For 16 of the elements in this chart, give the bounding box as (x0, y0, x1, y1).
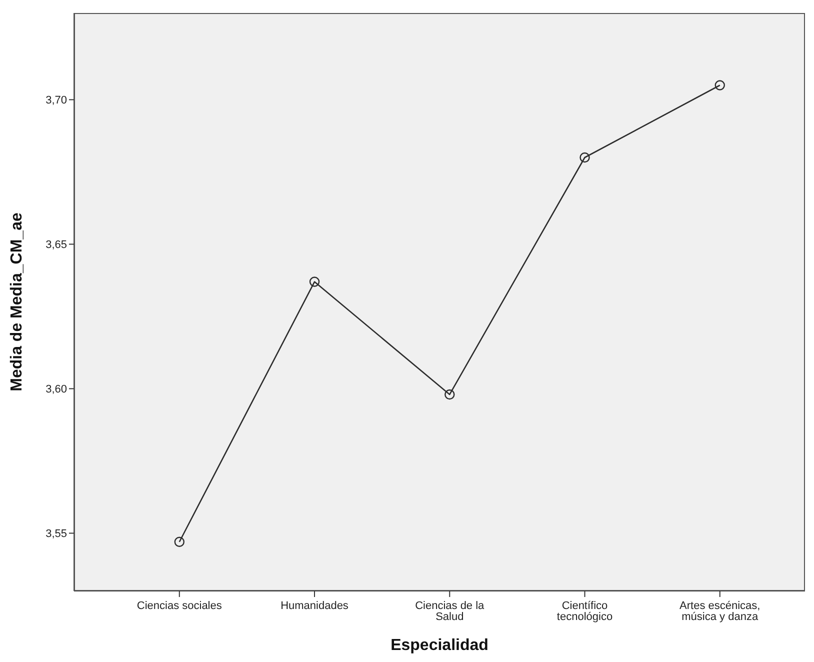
y-tick-label: 3,55 (46, 528, 67, 540)
x-tick-label: Ciencias de la Salud (415, 600, 486, 623)
point (444, 389, 455, 400)
point (309, 276, 320, 287)
y-tick-label: 3,65 (46, 239, 67, 252)
x-tick-label: Científico tecnológico (556, 600, 613, 623)
x-axis-title: Especialidad (390, 637, 488, 654)
y-tick-label: 3,60 (46, 384, 67, 396)
point (714, 80, 725, 90)
point (580, 152, 590, 163)
y-axis-title: Media de Media_CM_ae (8, 212, 26, 392)
y-tick-label: 3,70 (46, 94, 67, 107)
x-tick-label: Artes escénicas, música y danza (680, 600, 760, 623)
x-tick-label: Ciencias sociales (136, 600, 222, 612)
x-tick-label: Humanidades (280, 600, 349, 612)
point (174, 536, 184, 547)
